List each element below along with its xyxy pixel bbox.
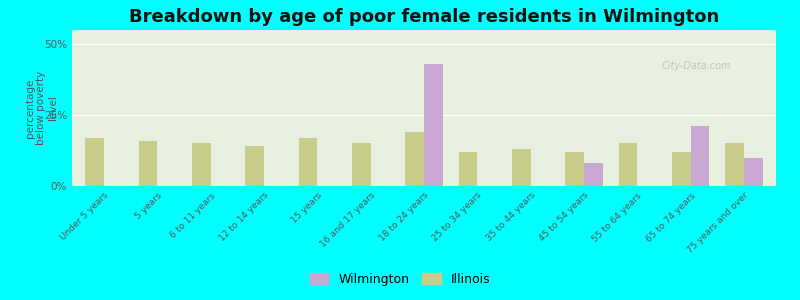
Bar [192,143,210,186]
Text: City-Data.com: City-Data.com [661,61,731,71]
Bar [584,163,602,186]
Bar [424,64,442,186]
Bar [458,152,478,186]
Title: Breakdown by age of poor female residents in Wilmington: Breakdown by age of poor female resident… [129,8,719,26]
Bar [690,126,710,186]
Bar [566,152,584,186]
Bar [246,146,264,186]
Bar [726,143,744,186]
Bar [406,132,424,186]
Bar [298,138,318,186]
Y-axis label: percentage
below poverty
level: percentage below poverty level [25,71,58,145]
Bar [352,143,370,186]
Legend: Wilmington, Illinois: Wilmington, Illinois [305,268,495,291]
Bar [138,141,158,186]
Bar [672,152,690,186]
Bar [86,138,104,186]
Bar [618,143,638,186]
Bar [744,158,762,186]
Bar [512,149,530,186]
